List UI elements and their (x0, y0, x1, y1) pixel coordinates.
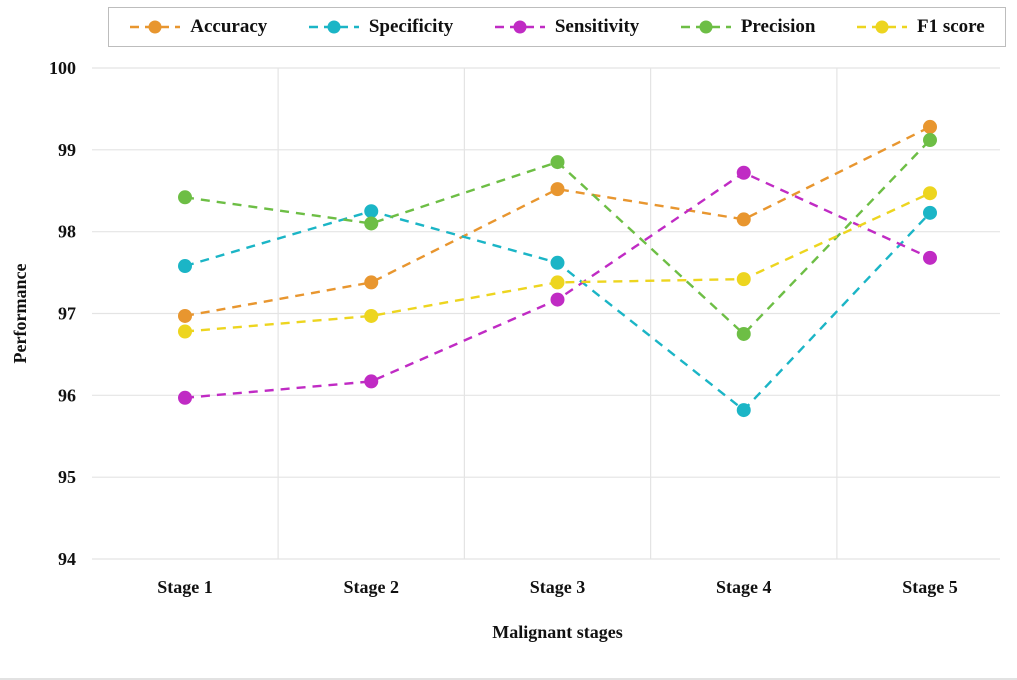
series-line-specificity (184, 209, 931, 412)
legend-marker-sensitivity-icon (494, 20, 545, 34)
x-tick-label: Stage 5 (902, 577, 958, 597)
marker-specificity-stage-5 (923, 205, 937, 220)
y-tick-label: 98 (58, 222, 76, 242)
legend-label-specificity: Specificity (368, 16, 454, 37)
legend-marker-precision-icon (680, 20, 731, 34)
marker-f1-score-stage-1 (178, 324, 192, 339)
y-axis-title: Performance (10, 264, 30, 364)
legend-label-f1-score: F1 score (916, 16, 985, 37)
marker-precision-stage-5 (923, 133, 937, 148)
legend-marker-specificity-icon (308, 20, 359, 34)
legend-item-specificity: Specificity (308, 16, 453, 38)
legend-item-precision: Precision (680, 16, 816, 38)
marker-precision-stage-1 (178, 190, 192, 205)
y-tick-label: 99 (58, 140, 76, 160)
marker-accuracy-stage-3 (550, 182, 565, 197)
legend-label-accuracy: Accuracy (190, 16, 268, 37)
x-tick-label: Stage 3 (530, 577, 586, 597)
legend-label-precision: Precision (740, 16, 816, 37)
y-tick-label: 96 (58, 385, 76, 405)
y-tick-label: 100 (49, 58, 76, 78)
x-tick-label: Stage 4 (716, 577, 772, 597)
y-tick-label: 95 (58, 467, 76, 487)
marker-sensitivity-stage-1 (178, 390, 192, 405)
legend-dot-icon (513, 20, 527, 34)
marker-accuracy-stage-5 (923, 119, 937, 134)
legend-dot-icon (327, 20, 341, 34)
legend-dot-icon (699, 20, 713, 34)
marker-sensitivity-stage-4 (736, 165, 751, 180)
legend-item-accuracy: Accuracy (129, 16, 267, 38)
legend-dot-icon (875, 20, 889, 34)
marker-specificity-stage-3 (550, 255, 565, 270)
y-tick-label: 97 (58, 304, 76, 324)
marker-f1-score-stage-3 (550, 275, 565, 290)
legend-marker-f1-score-icon (856, 20, 907, 34)
marker-sensitivity-stage-2 (364, 374, 379, 389)
marker-specificity-stage-2 (364, 204, 379, 219)
legend-dot-icon (148, 20, 162, 34)
x-tick-label: Stage 1 (157, 577, 213, 597)
marker-specificity-stage-1 (178, 259, 192, 274)
marker-specificity-stage-4 (736, 403, 751, 418)
x-tick-label: Stage 2 (344, 577, 400, 597)
y-tick-label: 94 (58, 549, 76, 569)
x-axis-title: Malignant stages (492, 622, 623, 642)
legend-label-sensitivity: Sensitivity (554, 16, 640, 37)
marker-f1-score-stage-2 (364, 308, 379, 323)
marker-sensitivity-stage-3 (550, 292, 565, 307)
legend-marker-accuracy-icon (130, 20, 181, 34)
legend-item-f1-score: F1 score (856, 16, 985, 38)
marker-sensitivity-stage-5 (923, 250, 937, 265)
marker-f1-score-stage-4 (736, 272, 751, 287)
marker-precision-stage-4 (736, 326, 751, 341)
legend-item-sensitivity: Sensitivity (494, 16, 639, 38)
marker-accuracy-stage-4 (736, 212, 751, 227)
marker-accuracy-stage-2 (364, 275, 379, 290)
marker-accuracy-stage-1 (178, 308, 192, 323)
marker-precision-stage-2 (364, 216, 379, 231)
marker-f1-score-stage-5 (923, 186, 937, 201)
marker-precision-stage-3 (550, 155, 565, 170)
legend: Accuracy Specificity Sensitivity Precision F… (108, 7, 1006, 47)
